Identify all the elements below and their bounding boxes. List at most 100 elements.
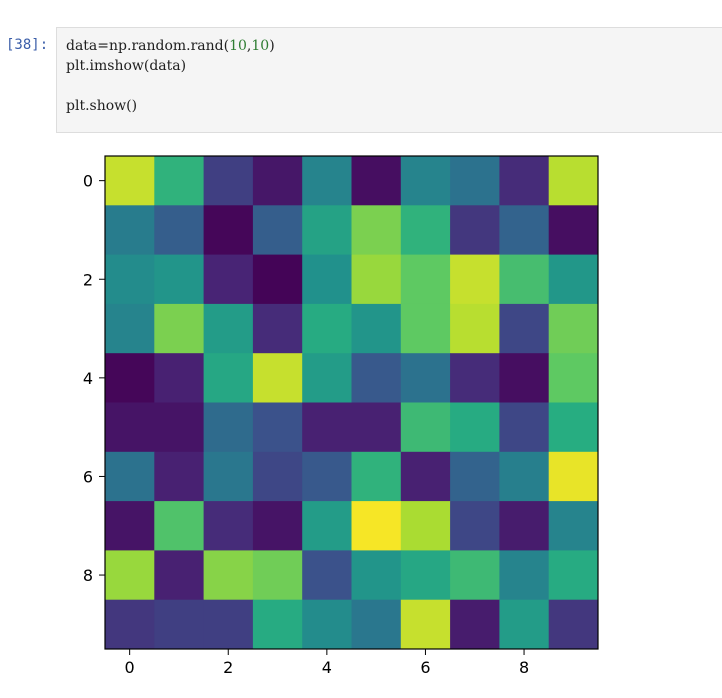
heatmap-cell-r1-c0 bbox=[105, 205, 155, 256]
heatmap-cell-r5-c4 bbox=[302, 402, 352, 453]
heatmap-cell-r9-c8 bbox=[499, 599, 550, 650]
code-line-1-pre: data=np.random.rand( bbox=[66, 38, 230, 54]
heatmap-cell-r8-c8 bbox=[499, 550, 550, 601]
code-line-3 bbox=[66, 76, 722, 96]
heatmap-cell-r7-c0 bbox=[105, 501, 155, 551]
heatmap-cell-r3-c7 bbox=[450, 303, 500, 354]
heatmap-cell-r8-c5 bbox=[351, 550, 402, 601]
heatmap-cell-r0-c8 bbox=[499, 156, 550, 206]
heatmap-cell-r2-c8 bbox=[499, 254, 550, 305]
heatmap-cell-r9-c9 bbox=[548, 599, 599, 650]
heatmap-cell-r4-c9 bbox=[548, 353, 599, 403]
heatmap-cell-r3-c6 bbox=[400, 303, 451, 354]
heatmap-cell-r7-c3 bbox=[252, 501, 303, 551]
code-line-2: plt.imshow(data) bbox=[66, 58, 187, 74]
heatmap-cell-r9-c7 bbox=[450, 599, 500, 650]
heatmap-cell-r2-c7 bbox=[450, 254, 500, 305]
y-tick-label-8: 8 bbox=[83, 566, 93, 585]
x-tick-label-8: 8 bbox=[519, 658, 529, 677]
heatmap-cell-r2-c2 bbox=[203, 254, 254, 305]
heatmap-cell-r0-c4 bbox=[302, 156, 352, 206]
heatmap-cell-r6-c5 bbox=[351, 451, 402, 502]
heatmap-cell-r5-c9 bbox=[548, 402, 599, 453]
heatmap-cell-r5-c1 bbox=[154, 402, 205, 453]
heatmap-cell-r3-c1 bbox=[154, 303, 205, 354]
heatmap-cell-r4-c2 bbox=[203, 353, 254, 403]
heatmap-cell-r0-c6 bbox=[400, 156, 451, 206]
heatmap-cell-r1-c9 bbox=[548, 205, 599, 256]
heatmap-cell-r7-c6 bbox=[400, 501, 451, 551]
heatmap-cell-r4-c4 bbox=[302, 353, 352, 403]
heatmap-cell-r0-c9 bbox=[548, 156, 599, 206]
heatmap-cell-r2-c6 bbox=[400, 254, 451, 305]
heatmap-cell-r8-c0 bbox=[105, 550, 155, 601]
heatmap-cell-r4-c3 bbox=[252, 353, 303, 403]
heatmap-cell-r8-c2 bbox=[203, 550, 254, 601]
heatmap-cell-r4-c8 bbox=[499, 353, 550, 403]
x-tick-label-0: 0 bbox=[125, 658, 135, 677]
heatmap-cell-r1-c6 bbox=[400, 205, 451, 256]
heatmap-cell-r8-c9 bbox=[548, 550, 599, 601]
code-line-1-comma: , bbox=[246, 38, 252, 54]
heatmap-cell-r1-c8 bbox=[499, 205, 550, 256]
code-line-1: data=np.random.rand(10,10) bbox=[66, 36, 722, 56]
heatmap-cell-r2-c9 bbox=[548, 254, 599, 305]
heatmap-cell-r6-c3 bbox=[252, 451, 303, 502]
x-tick-label-6: 6 bbox=[420, 658, 430, 677]
heatmap-cell-r3-c9 bbox=[548, 303, 599, 354]
heatmap-cell-r0-c7 bbox=[450, 156, 500, 206]
y-tick-label-4: 4 bbox=[83, 369, 93, 388]
heatmap-cell-r0-c0 bbox=[105, 156, 155, 206]
code-line-4: plt.show() bbox=[66, 98, 138, 114]
heatmap-cell-r4-c6 bbox=[400, 353, 451, 403]
heatmap-cell-r3-c8 bbox=[499, 303, 550, 354]
heatmap-cell-r8-c6 bbox=[400, 550, 451, 601]
heatmap-cell-r1-c1 bbox=[154, 205, 205, 256]
heatmap-cell-r7-c8 bbox=[499, 501, 550, 551]
heatmap-cell-r8-c1 bbox=[154, 550, 205, 601]
heatmap-cell-r1-c3 bbox=[252, 205, 303, 256]
heatmap-cell-r7-c4 bbox=[302, 501, 352, 551]
heatmap-cell-r6-c0 bbox=[105, 451, 155, 502]
heatmap-cell-r0-c2 bbox=[203, 156, 254, 206]
heatmap-cell-r4-c7 bbox=[450, 353, 500, 403]
code-cell-editor[interactable]: data=np.random.rand(10,10) plt.imshow(da… bbox=[56, 27, 722, 133]
heatmap-cell-r6-c2 bbox=[203, 451, 254, 502]
heatmap-cell-r3-c5 bbox=[351, 303, 402, 354]
heatmap-cell-r2-c5 bbox=[351, 254, 402, 305]
y-tick-label-2: 2 bbox=[83, 270, 93, 289]
heatmap-cell-r6-c1 bbox=[154, 451, 205, 502]
heatmap-cell-r6-c4 bbox=[302, 451, 352, 502]
heatmap-cell-r5-c8 bbox=[499, 402, 550, 453]
heatmap-cell-r3-c0 bbox=[105, 303, 155, 354]
heatmap-cell-r7-c2 bbox=[203, 501, 254, 551]
heatmap-cell-r0-c5 bbox=[351, 156, 402, 206]
heatmap-cell-r6-c7 bbox=[450, 451, 500, 502]
heatmap-cell-r1-c5 bbox=[351, 205, 402, 256]
heatmap-cell-r8-c3 bbox=[252, 550, 303, 601]
heatmap-cell-r4-c0 bbox=[105, 353, 155, 403]
heatmap-cell-r8-c7 bbox=[450, 550, 500, 601]
code-line-1-arg1: 10 bbox=[229, 38, 247, 54]
heatmap-cell-r7-c5 bbox=[351, 501, 402, 551]
heatmap-cell-r9-c0 bbox=[105, 599, 155, 650]
x-tick-label-2: 2 bbox=[223, 658, 233, 677]
heatmap-cell-r9-c4 bbox=[302, 599, 352, 650]
heatmap-cell-r3-c3 bbox=[252, 303, 303, 354]
heatmap-cell-r2-c1 bbox=[154, 254, 205, 305]
heatmap-cell-r2-c3 bbox=[252, 254, 303, 305]
heatmap-cell-r3-c4 bbox=[302, 303, 352, 354]
heatmap-cell-r4-c1 bbox=[154, 353, 205, 403]
heatmap-plot: 0 2 4 6 8 0 2 4 6 8 bbox=[83, 155, 599, 677]
heatmap-cell-r7-c7 bbox=[450, 501, 500, 551]
heatmap-cell-r1-c4 bbox=[302, 205, 352, 256]
heatmap-cell-r9-c1 bbox=[154, 599, 205, 650]
code-line-1-post: ) bbox=[269, 38, 275, 54]
heatmap-cell-r2-c0 bbox=[105, 254, 155, 305]
heatmap-cell-r9-c5 bbox=[351, 599, 402, 650]
heatmap-cell-r5-c6 bbox=[400, 402, 451, 453]
heatmap-cell-r3-c2 bbox=[203, 303, 254, 354]
heatmap-cell-r0-c1 bbox=[154, 156, 205, 206]
heatmap-cell-r8-c4 bbox=[302, 550, 352, 601]
cell-output: 0 2 4 6 8 0 2 4 6 8 bbox=[56, 140, 676, 694]
